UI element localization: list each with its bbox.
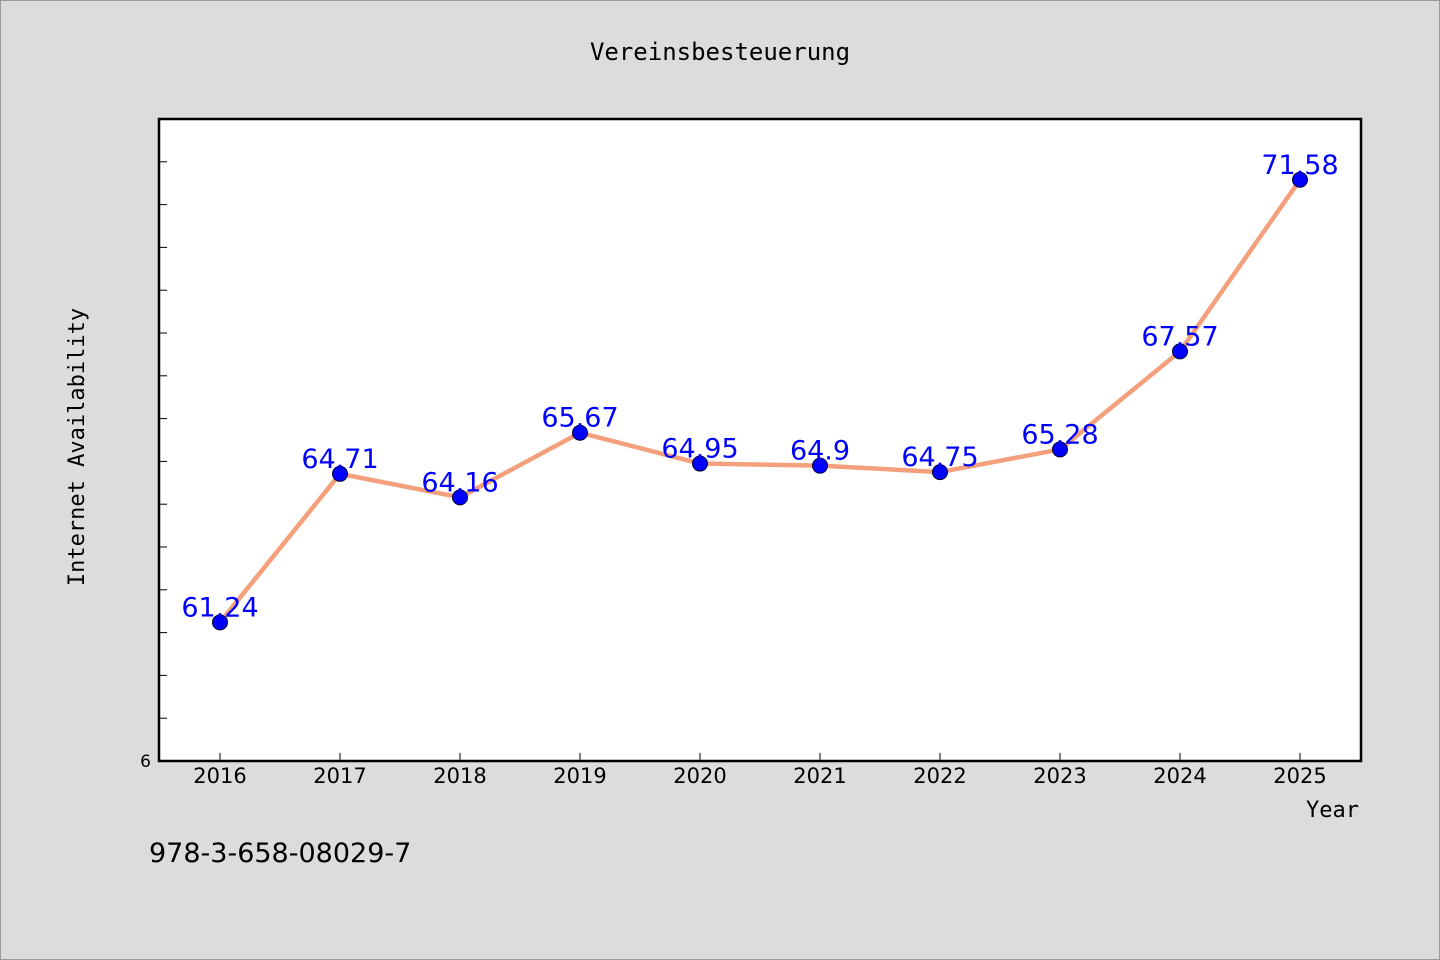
data-point xyxy=(452,489,468,506)
x-tick-label: 2019 xyxy=(553,764,606,788)
data-point xyxy=(812,457,828,474)
data-point xyxy=(572,424,588,441)
x-tick-label: 2018 xyxy=(433,764,486,788)
data-label: 64.71 xyxy=(301,444,378,475)
x-tick-label: 2017 xyxy=(313,764,366,788)
x-axis-ticks: 2016 2017 2018 2019 2020 2021 2022 2023 2024 2025 xyxy=(193,753,1327,788)
y-axis-ticks: 6 xyxy=(140,118,167,772)
data-point xyxy=(212,614,228,631)
y-tick-label: 6 xyxy=(140,752,151,772)
data-point xyxy=(692,455,708,472)
series-layer: 61.24 64.71 64.16 65.67 64.95 64.9 64.75 65.28 6… xyxy=(181,150,1339,631)
data-point xyxy=(1172,343,1188,360)
data-point xyxy=(1052,441,1068,458)
x-tick-label: 2024 xyxy=(1153,764,1206,788)
data-label: 64.95 xyxy=(661,434,738,465)
data-label: 61.24 xyxy=(181,592,258,623)
plot-area xyxy=(157,117,1363,763)
series-line xyxy=(217,177,1303,625)
data-label: 65.28 xyxy=(1021,419,1098,450)
x-tick-label: 2022 xyxy=(913,764,966,788)
isbn-text: 978-3-658-08029-7 xyxy=(149,838,411,869)
y-axis-label: Internet Availability xyxy=(65,308,90,586)
data-label: 64.16 xyxy=(421,467,498,498)
data-label: 67.57 xyxy=(1141,321,1218,352)
data-point xyxy=(932,464,948,481)
data-label: 64.9 xyxy=(790,436,850,467)
x-axis-label: Year xyxy=(1306,798,1359,823)
x-tick-label: 2023 xyxy=(1033,764,1086,788)
data-point xyxy=(1292,171,1308,188)
data-label: 71.58 xyxy=(1261,150,1338,181)
data-label: 64.75 xyxy=(901,442,978,473)
x-tick-label: 2020 xyxy=(673,764,726,788)
x-tick-label: 2025 xyxy=(1273,764,1326,788)
chart-title: Vereinsbesteuerung xyxy=(590,38,850,66)
data-point xyxy=(332,465,348,482)
x-tick-label: 2016 xyxy=(193,764,246,788)
data-label: 65.67 xyxy=(541,403,618,434)
x-tick-label: 2021 xyxy=(793,764,846,788)
